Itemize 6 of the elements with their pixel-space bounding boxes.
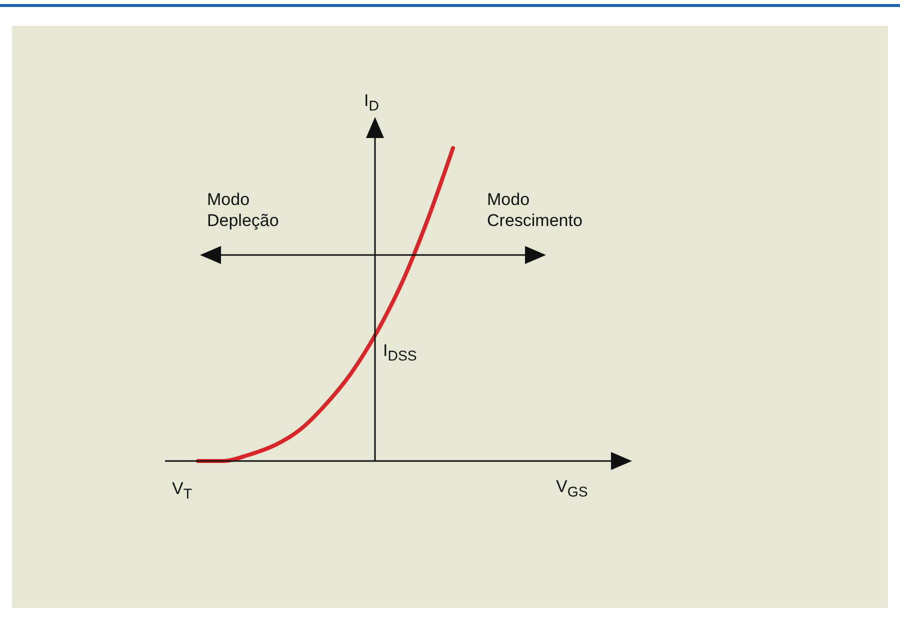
- text: I$_{D}$: [364, 90, 379, 116]
- text: V$_{T}$: [172, 478, 192, 504]
- annotation: I$_{DSS}$: [383, 340, 417, 366]
- text: V$_{GS}$: [556, 476, 588, 502]
- text: Modo Crescimento: [487, 189, 582, 232]
- annotation: Modo Depleção: [207, 189, 279, 232]
